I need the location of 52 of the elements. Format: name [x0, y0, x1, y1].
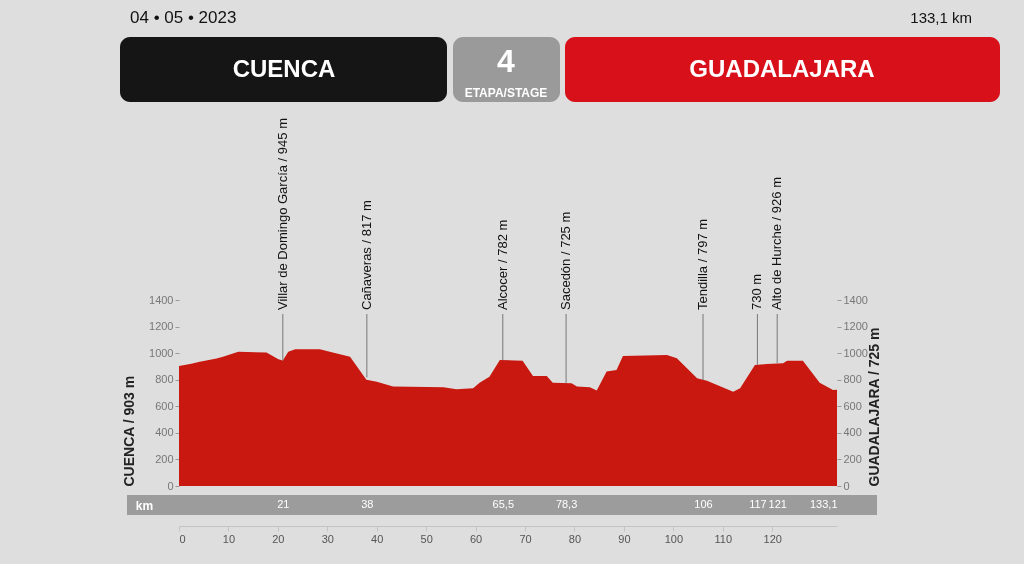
x-tick-label: 50 — [420, 532, 433, 545]
y-tick-label: 800 — [155, 373, 174, 386]
x-tick-label: 70 — [519, 532, 532, 545]
y2-tick-label: 1200 — [843, 320, 868, 333]
x-tick-label: 40 — [371, 532, 384, 545]
text: CUENCA — [232, 55, 336, 82]
annotation: Cañaveras / 817 m — [358, 200, 374, 310]
x-tick-label: 0 — [179, 532, 186, 545]
x2-tick-label: 117 — [749, 497, 767, 510]
x2-tick-label: 106 — [694, 497, 713, 510]
y2-tick-label: 1400 — [843, 293, 868, 306]
text: ETAPA/STAGE — [464, 86, 548, 100]
y-tick-label: 1400 — [149, 293, 174, 306]
annotation: Sacedón / 725 m — [558, 211, 574, 310]
y-axis-title: CUENCA / 903 m — [121, 375, 138, 487]
y2-tick-label: 0 — [843, 479, 850, 492]
annotation: Alcocer / 782 m — [494, 219, 510, 310]
x-tick-label: 20 — [272, 532, 285, 545]
x-tick-label: 80 — [568, 532, 582, 545]
y-tick-label: 200 — [155, 452, 174, 465]
text: 04 • 05 • 2023 — [130, 8, 237, 27]
annotation: Alto de Hurche / 926 m — [769, 177, 785, 310]
x-tick-label: 120 — [763, 532, 782, 545]
annotation: Tendilla / 797 m — [695, 218, 711, 310]
y-tick-label: 400 — [155, 426, 174, 439]
y2-tick-label: 600 — [843, 399, 862, 412]
x2-tick-label: 21 — [277, 497, 290, 510]
x-tick-label: 10 — [222, 532, 236, 545]
text: 4 — [497, 43, 516, 79]
annotation: 730 m — [749, 273, 765, 310]
y-tick-label: 600 — [155, 399, 174, 412]
x2-tick-label: 38 — [361, 497, 374, 510]
text: 133,1 km — [910, 9, 972, 26]
x2-tick-label: 65,5 — [492, 497, 515, 510]
x2-axis-title: km — [135, 498, 154, 513]
x-tick-label: 90 — [618, 532, 631, 545]
y2-tick-label: 1000 — [843, 346, 868, 359]
x2-tick-label: 78,3 — [555, 497, 578, 510]
x2-tick-label: 133,1 — [809, 497, 838, 510]
x-tick-label: 100 — [664, 532, 684, 545]
y-tick-label: 1200 — [149, 320, 174, 333]
y2-tick-label: 400 — [843, 426, 862, 439]
y-tick-label: 0 — [167, 479, 174, 492]
y-tick-label: 1000 — [149, 346, 174, 359]
annotation: Villar de Domingo García / 945 m — [274, 118, 290, 310]
x-tick-label: 60 — [469, 532, 483, 545]
x-tick-label: 30 — [321, 532, 334, 545]
x-tick-label: 110 — [714, 532, 733, 545]
y2-tick-label: 800 — [843, 373, 862, 386]
y2-tick-label: 200 — [843, 452, 862, 465]
x2-tick-label: 121 — [768, 497, 787, 510]
text: GUADALAJARA — [689, 55, 875, 82]
